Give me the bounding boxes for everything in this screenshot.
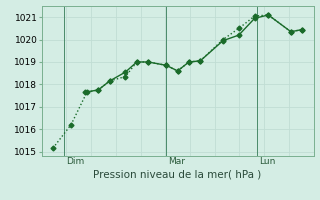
Text: Dim: Dim	[67, 157, 85, 166]
X-axis label: Pression niveau de la mer( hPa ): Pression niveau de la mer( hPa )	[93, 170, 262, 180]
Text: Mar: Mar	[169, 157, 186, 166]
Text: Lun: Lun	[259, 157, 276, 166]
